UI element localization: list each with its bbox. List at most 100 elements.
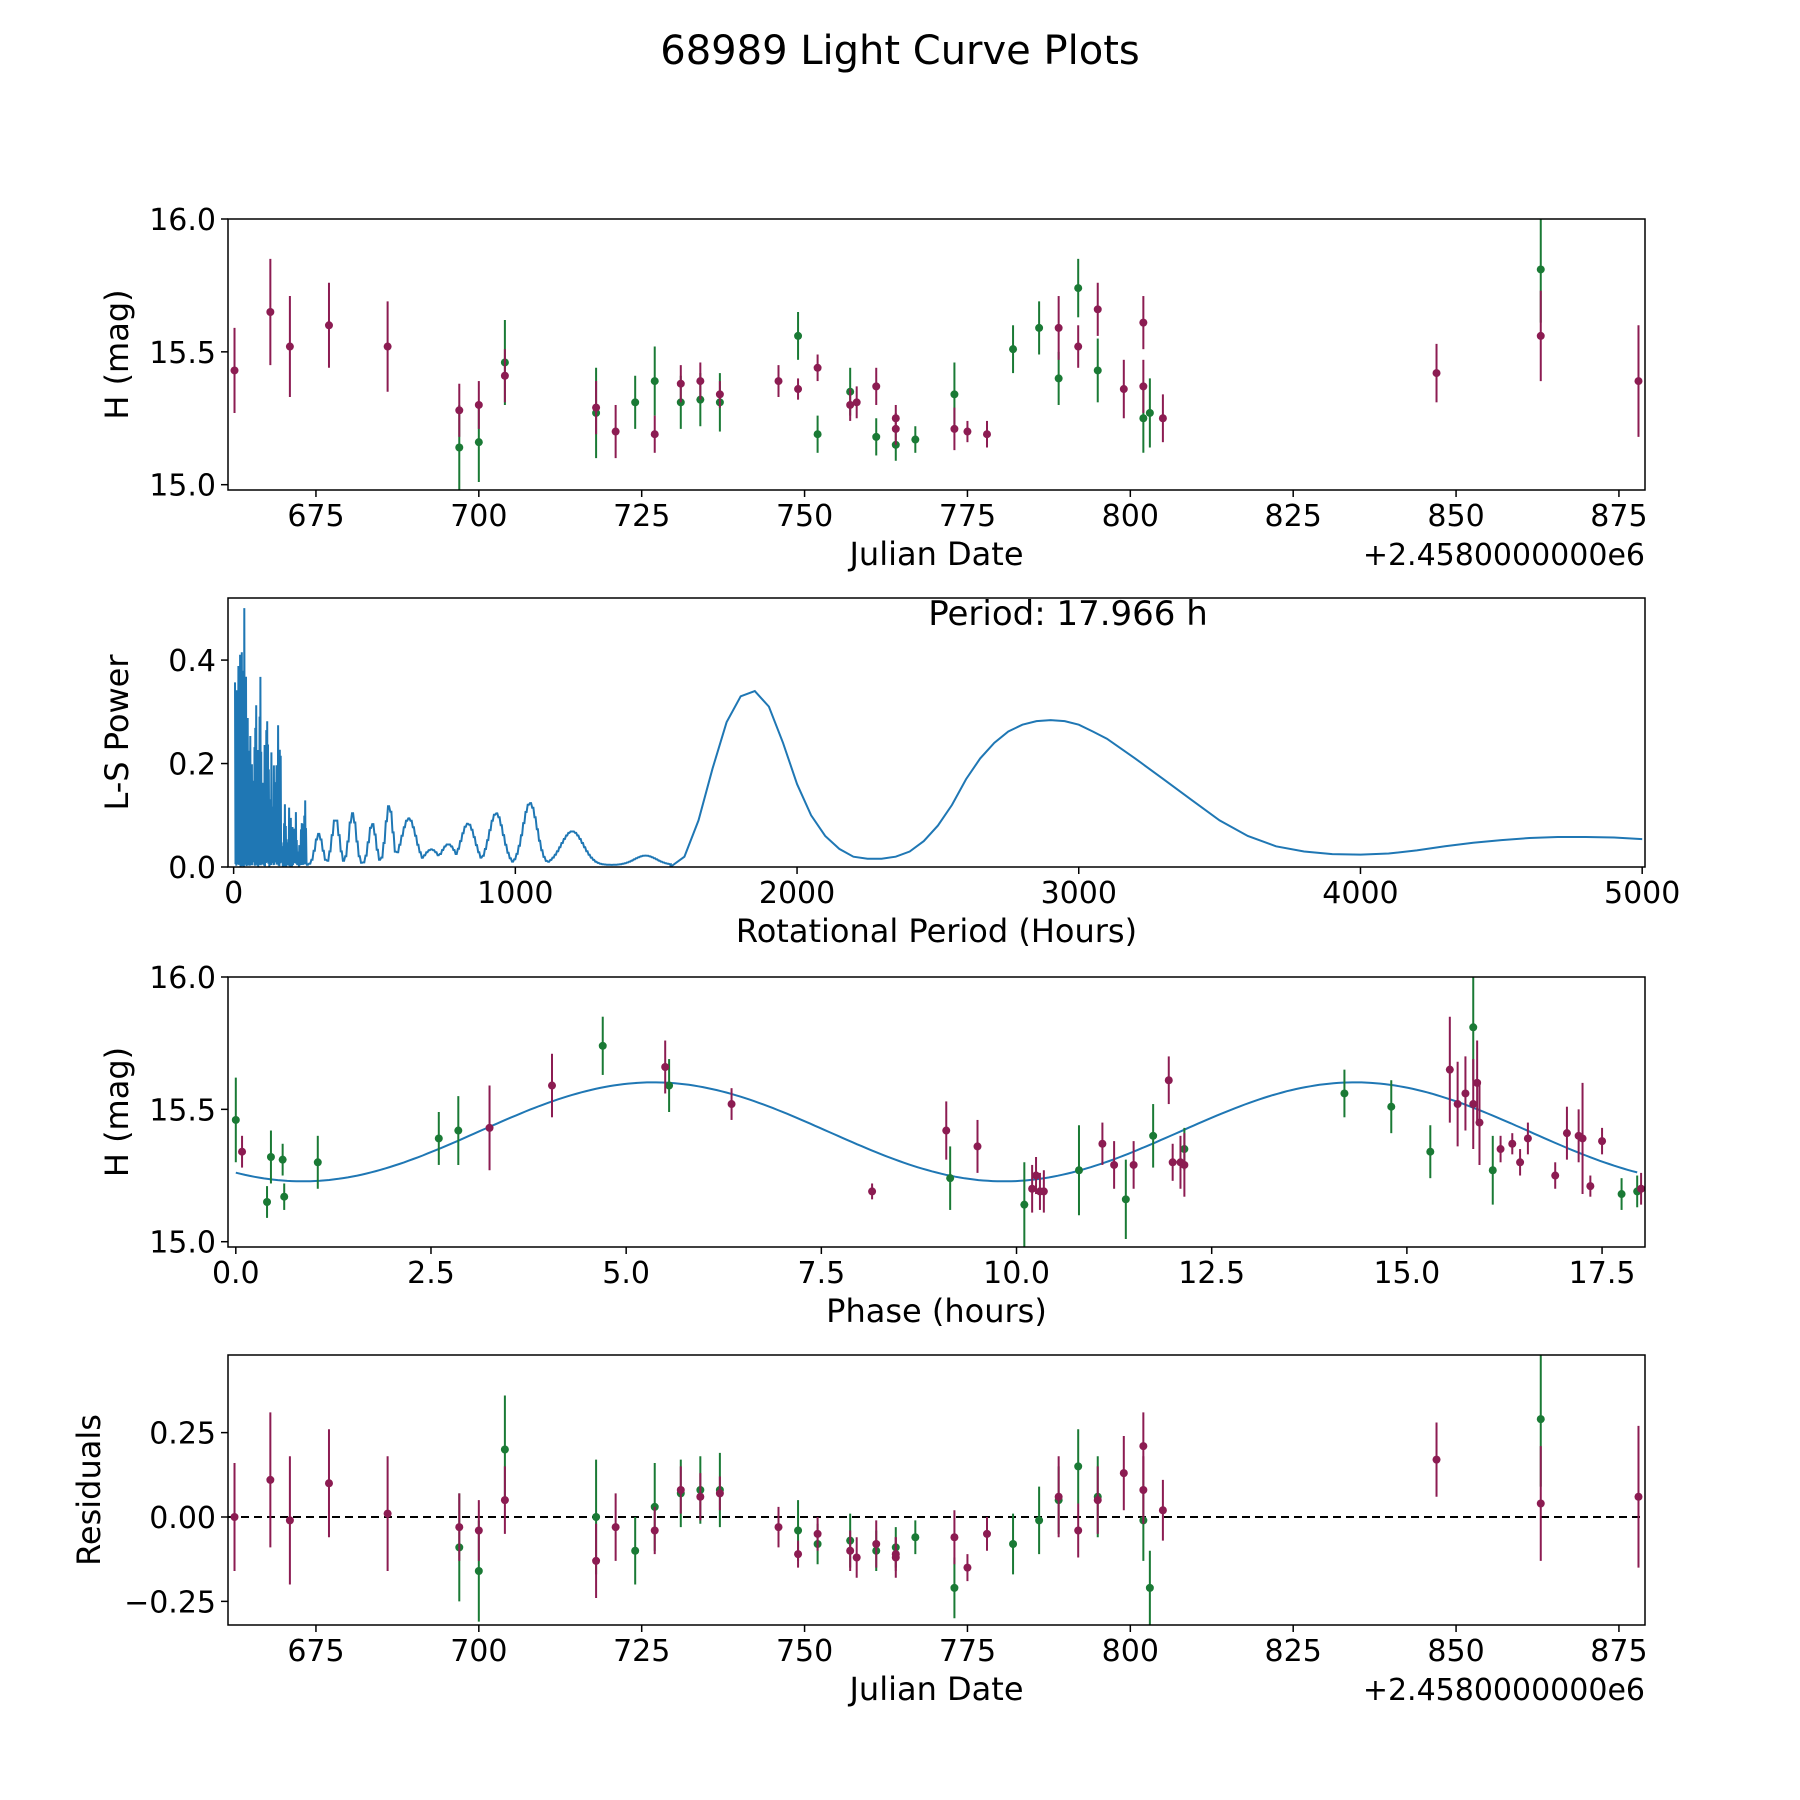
data-point-g bbox=[665, 1081, 674, 1090]
data-point-r bbox=[230, 366, 239, 375]
data-point-r bbox=[1562, 1129, 1571, 1138]
axes-frame bbox=[227, 1354, 1646, 1626]
x-axis-label: Julian Date bbox=[847, 1670, 1023, 1708]
y-tick-label: 15.0 bbox=[149, 1226, 216, 1261]
data-point-r bbox=[1598, 1137, 1607, 1146]
data-point-r bbox=[1139, 318, 1148, 327]
y-tick-label: 16.0 bbox=[149, 203, 216, 238]
y-tick-label: 0.25 bbox=[149, 1417, 216, 1452]
data-point-g bbox=[592, 1513, 601, 1521]
data-point-r bbox=[872, 382, 881, 391]
data-point-g bbox=[650, 377, 659, 386]
x-tick-label: 4000 bbox=[1322, 876, 1398, 911]
data-point-r bbox=[1139, 1442, 1148, 1451]
data-point-r bbox=[982, 430, 991, 439]
y-tick-label: 15.0 bbox=[149, 469, 216, 504]
data-point-r bbox=[1032, 1171, 1041, 1180]
data-point-g bbox=[794, 331, 803, 340]
data-point-r bbox=[266, 307, 275, 316]
data-point-g bbox=[1093, 366, 1102, 375]
y-axis-label: H (mag) bbox=[98, 1047, 136, 1177]
data-point-r bbox=[852, 398, 861, 407]
data-point-r bbox=[852, 1553, 861, 1562]
data-point-r bbox=[794, 385, 803, 394]
data-point-g bbox=[911, 1533, 920, 1542]
data-point-r bbox=[1432, 1455, 1441, 1464]
data-point-g bbox=[455, 443, 464, 452]
panel-periodogram: 0 1000 2000 3000 4000 5000 0.0 0.2 0.4 Rotational… bbox=[98, 594, 1680, 950]
data-point-r bbox=[455, 406, 464, 415]
data-point-g bbox=[474, 1567, 483, 1575]
data-point-r bbox=[1139, 382, 1148, 391]
data-point-r bbox=[1074, 342, 1083, 351]
y-tick-label: −0.25 bbox=[124, 1585, 216, 1620]
data-point-r bbox=[1469, 1100, 1478, 1109]
data-point-g bbox=[872, 432, 881, 441]
data-point-g bbox=[1009, 345, 1018, 354]
data-point-g bbox=[1020, 1200, 1029, 1209]
data-point-r bbox=[1551, 1171, 1560, 1180]
data-point-r bbox=[661, 1063, 670, 1071]
y-tick-label: 15.5 bbox=[149, 336, 216, 371]
x-axis-offset-text: +2.4580000000e6 bbox=[1363, 1673, 1645, 1708]
data-point-r bbox=[547, 1081, 556, 1090]
data-point-g bbox=[813, 430, 822, 439]
data-point-r bbox=[1074, 1526, 1083, 1535]
x-tick-label: 875 bbox=[1590, 1634, 1647, 1669]
x-tick-label: 750 bbox=[776, 499, 833, 534]
data-point-r bbox=[1496, 1145, 1505, 1154]
data-point-r bbox=[611, 427, 620, 436]
data-point-g bbox=[911, 435, 920, 444]
data-point-g bbox=[266, 1153, 275, 1161]
x-tick-label: 775 bbox=[939, 499, 996, 534]
data-point-r bbox=[592, 403, 601, 412]
data-point-g bbox=[1340, 1089, 1349, 1098]
data-point-r bbox=[1523, 1134, 1532, 1143]
x-tick-label: 17.5 bbox=[1569, 1256, 1636, 1291]
y-axis-label: L-S Power bbox=[98, 654, 136, 811]
data-point-r bbox=[1164, 1076, 1173, 1085]
data-point-r bbox=[324, 321, 333, 330]
data-point-r bbox=[324, 1479, 333, 1488]
data-point-r bbox=[1432, 369, 1441, 378]
data-point-g bbox=[1469, 1023, 1478, 1032]
x-tick-label: 825 bbox=[1265, 499, 1322, 534]
data-point-r bbox=[474, 1526, 483, 1535]
data-point-r bbox=[1180, 1160, 1189, 1169]
data-point-r bbox=[696, 377, 705, 386]
data-point-r bbox=[500, 371, 509, 380]
data-point-r bbox=[872, 1540, 881, 1548]
axes-frame bbox=[227, 976, 1646, 1248]
data-point-r bbox=[1578, 1134, 1587, 1143]
y-tick-label: 0.00 bbox=[149, 1501, 216, 1536]
data-point-r bbox=[1634, 1492, 1643, 1501]
figure-title: 68989 Light Curve Plots bbox=[660, 28, 1140, 74]
x-tick-label: 5.0 bbox=[602, 1256, 650, 1291]
periodogram-line bbox=[234, 608, 1643, 867]
x-tick-label: 875 bbox=[1590, 499, 1647, 534]
data-point-r bbox=[455, 1523, 464, 1532]
data-point-r bbox=[868, 1187, 877, 1196]
x-tick-label: 850 bbox=[1427, 499, 1484, 534]
data-point-g bbox=[1149, 1131, 1158, 1140]
data-point-r bbox=[1139, 1486, 1148, 1494]
data-point-g bbox=[1139, 414, 1148, 423]
data-point-r bbox=[1093, 1496, 1102, 1505]
plot-area bbox=[234, 608, 1643, 867]
data-point-r bbox=[942, 1126, 951, 1135]
data-point-r bbox=[774, 1523, 783, 1532]
x-tick-label: 12.5 bbox=[1178, 1256, 1245, 1291]
data-point-g bbox=[1387, 1102, 1396, 1111]
data-point-r bbox=[1129, 1160, 1138, 1169]
panel-phased: 0.0 2.5 5.0 7.5 10.0 12.5 15.0 17.5 15.0 15.5 16.0… bbox=[98, 961, 1646, 1330]
data-point-g bbox=[1145, 408, 1154, 417]
data-point-r bbox=[650, 430, 659, 439]
x-tick-label: 775 bbox=[939, 1634, 996, 1669]
data-point-r bbox=[1634, 377, 1643, 386]
data-point-r bbox=[1039, 1187, 1048, 1196]
x-tick-label: 0 bbox=[224, 876, 243, 911]
x-tick-label: 1000 bbox=[477, 876, 553, 911]
data-point-g bbox=[1035, 323, 1044, 332]
plot-area bbox=[228, 1355, 1645, 1625]
